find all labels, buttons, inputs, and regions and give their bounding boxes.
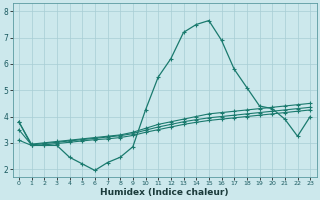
X-axis label: Humidex (Indice chaleur): Humidex (Indice chaleur) — [100, 188, 229, 197]
